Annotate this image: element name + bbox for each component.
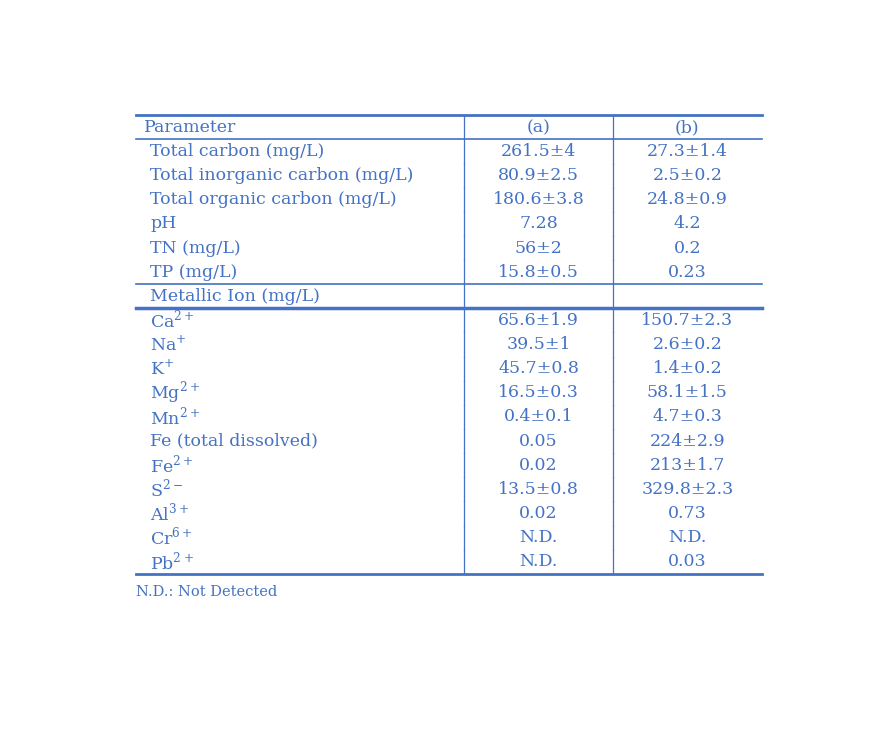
- Text: TP (mg/L): TP (mg/L): [150, 263, 237, 280]
- Text: 58.1±1.5: 58.1±1.5: [647, 384, 728, 401]
- Text: 27.3±1.4: 27.3±1.4: [647, 143, 728, 160]
- Text: (b): (b): [675, 119, 700, 136]
- Text: Total organic carbon (mg/L): Total organic carbon (mg/L): [150, 191, 397, 208]
- Text: 2.6±0.2: 2.6±0.2: [653, 336, 722, 353]
- Text: 329.8±2.3: 329.8±2.3: [641, 481, 733, 498]
- Text: 0.4±0.1: 0.4±0.1: [504, 409, 574, 425]
- Text: 180.6±3.8: 180.6±3.8: [493, 191, 585, 208]
- Text: Fe$^{\mathregular{2+}}$: Fe$^{\mathregular{2+}}$: [150, 454, 194, 477]
- Text: 16.5±0.3: 16.5±0.3: [498, 384, 579, 401]
- Text: 0.23: 0.23: [668, 263, 706, 280]
- Text: 7.28: 7.28: [520, 216, 558, 233]
- Text: Cr$^{\mathregular{6+}}$: Cr$^{\mathregular{6+}}$: [150, 526, 193, 549]
- Text: N.D.: N.D.: [668, 529, 706, 546]
- Text: 1.4±0.2: 1.4±0.2: [653, 360, 722, 377]
- Text: 4.2: 4.2: [673, 216, 701, 233]
- Text: 15.8±0.5: 15.8±0.5: [498, 263, 579, 280]
- Text: 56±2: 56±2: [514, 239, 562, 257]
- Text: N.D.: N.D.: [520, 554, 558, 570]
- Text: 0.03: 0.03: [668, 554, 706, 570]
- Text: 65.6±1.9: 65.6±1.9: [498, 312, 579, 329]
- Text: pH: pH: [150, 216, 176, 233]
- Text: TN (mg/L): TN (mg/L): [150, 239, 241, 257]
- Text: 0.2: 0.2: [673, 239, 701, 257]
- Text: 0.02: 0.02: [520, 505, 558, 522]
- Text: Mg$^{\mathregular{2+}}$: Mg$^{\mathregular{2+}}$: [150, 380, 201, 406]
- Text: Parameter: Parameter: [143, 119, 236, 136]
- Text: Fe (total dissolved): Fe (total dissolved): [150, 433, 318, 450]
- Text: K$^{\mathregular{+}}$: K$^{\mathregular{+}}$: [150, 359, 175, 378]
- Text: 261.5±4: 261.5±4: [501, 143, 576, 160]
- Text: S$^{\mathregular{2−}}$: S$^{\mathregular{2−}}$: [150, 478, 183, 501]
- Text: 0.73: 0.73: [668, 505, 706, 522]
- Text: 0.05: 0.05: [520, 433, 558, 450]
- Text: 80.9±2.5: 80.9±2.5: [498, 167, 579, 184]
- Text: (a): (a): [527, 119, 551, 136]
- Text: N.D.: N.D.: [520, 529, 558, 546]
- Text: Mn$^{\mathregular{2+}}$: Mn$^{\mathregular{2+}}$: [150, 406, 201, 428]
- Text: Na$^{\mathregular{+}}$: Na$^{\mathregular{+}}$: [150, 335, 187, 354]
- Text: Al$^{\mathregular{3+}}$: Al$^{\mathregular{3+}}$: [150, 502, 189, 524]
- Text: 45.7±0.8: 45.7±0.8: [498, 360, 579, 377]
- Text: N.D.: Not Detected: N.D.: Not Detected: [136, 585, 277, 599]
- Text: Total carbon (mg/L): Total carbon (mg/L): [150, 143, 325, 160]
- Text: 213±1.7: 213±1.7: [650, 457, 725, 474]
- Text: 4.7±0.3: 4.7±0.3: [653, 409, 722, 425]
- Text: Pb$^{\mathregular{2+}}$: Pb$^{\mathregular{2+}}$: [150, 551, 195, 573]
- Text: Total inorganic carbon (mg/L): Total inorganic carbon (mg/L): [150, 167, 414, 184]
- Text: 0.02: 0.02: [520, 457, 558, 474]
- Text: 39.5±1: 39.5±1: [507, 336, 571, 353]
- Text: 13.5±0.8: 13.5±0.8: [498, 481, 579, 498]
- Text: 2.5±0.2: 2.5±0.2: [653, 167, 722, 184]
- Text: 150.7±2.3: 150.7±2.3: [641, 312, 733, 329]
- Text: 224±2.9: 224±2.9: [649, 433, 725, 450]
- Text: Metallic Ion (mg/L): Metallic Ion (mg/L): [150, 288, 321, 305]
- Text: Ca$^{\mathregular{2+}}$: Ca$^{\mathregular{2+}}$: [150, 309, 196, 332]
- Text: 24.8±0.9: 24.8±0.9: [647, 191, 728, 208]
